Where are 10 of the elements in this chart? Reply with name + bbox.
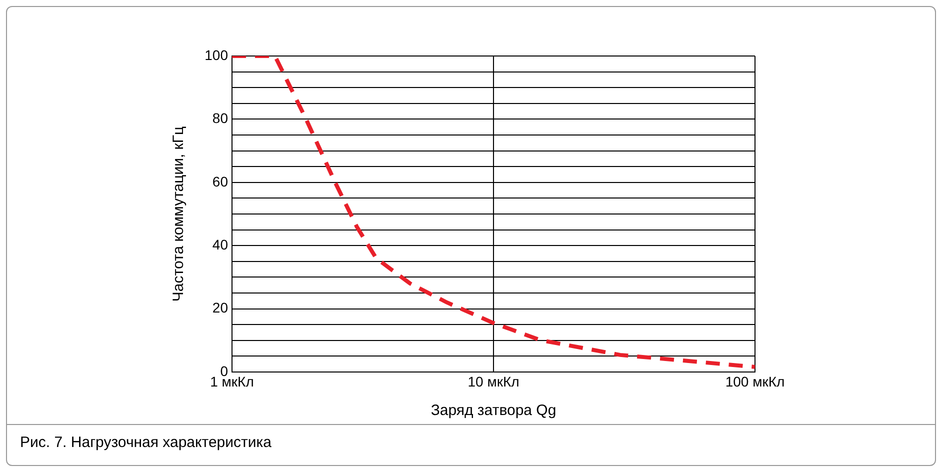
x-tick-label: 10 мкКл [468, 373, 520, 390]
y-tick-label: 100 [204, 46, 228, 63]
x-tick-label: 100 мкКл [725, 373, 785, 390]
y-axis-title: Частота коммутации, кГц [170, 126, 188, 302]
y-tick-label: 80 [212, 110, 228, 126]
y-tick-label: 60 [212, 173, 228, 190]
text: Рис. 7. Нагрузочная характеристика [20, 434, 272, 451]
y-tick-label: 20 [212, 300, 228, 316]
x-axis-title: Заряд затвора Qg [430, 402, 556, 420]
y-tick-label: 40 [212, 236, 228, 252]
